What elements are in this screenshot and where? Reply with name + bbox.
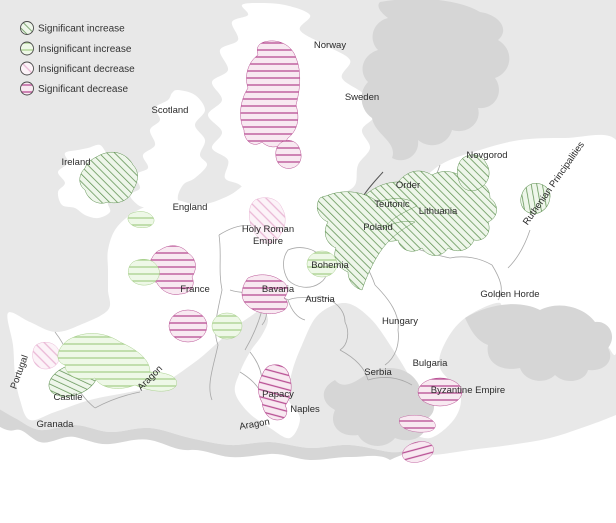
svg-text:Poland: Poland [363, 222, 393, 233]
svg-text:Serbia: Serbia [364, 367, 392, 378]
svg-text:England: England [173, 202, 208, 213]
svg-text:Teutonic: Teutonic [374, 199, 410, 210]
svg-text:Insignificant increase: Insignificant increase [38, 44, 132, 55]
svg-text:Bulgaria: Bulgaria [413, 358, 449, 369]
svg-text:Holy Roman: Holy Roman [242, 224, 294, 235]
svg-text:Golden Horde: Golden Horde [480, 289, 539, 300]
svg-text:Bohemia: Bohemia [311, 260, 349, 271]
svg-text:Granada: Granada [37, 419, 75, 430]
svg-text:Norway: Norway [314, 40, 346, 51]
svg-text:Novgorod: Novgorod [466, 150, 507, 161]
svg-text:Scotland: Scotland [152, 105, 189, 116]
svg-text:Hungary: Hungary [382, 316, 418, 327]
svg-text:Empire: Empire [253, 236, 283, 247]
svg-text:Order: Order [396, 180, 420, 191]
svg-text:Naples: Naples [290, 404, 320, 415]
svg-text:Insignificant decrease: Insignificant decrease [38, 64, 135, 75]
svg-text:Ireland: Ireland [61, 157, 90, 168]
svg-text:Papacy: Papacy [262, 389, 294, 400]
svg-text:Significant increase: Significant increase [38, 24, 125, 35]
svg-text:Significant decrease: Significant decrease [38, 84, 128, 95]
svg-text:Castile: Castile [53, 392, 82, 403]
svg-text:Bavaria: Bavaria [262, 284, 295, 295]
svg-text:Sweden: Sweden [345, 92, 379, 103]
svg-text:Byzantine Empire: Byzantine Empire [431, 385, 505, 396]
svg-text:Lithuania: Lithuania [419, 206, 458, 217]
svg-text:Austria: Austria [305, 294, 335, 305]
svg-text:France: France [180, 284, 210, 295]
